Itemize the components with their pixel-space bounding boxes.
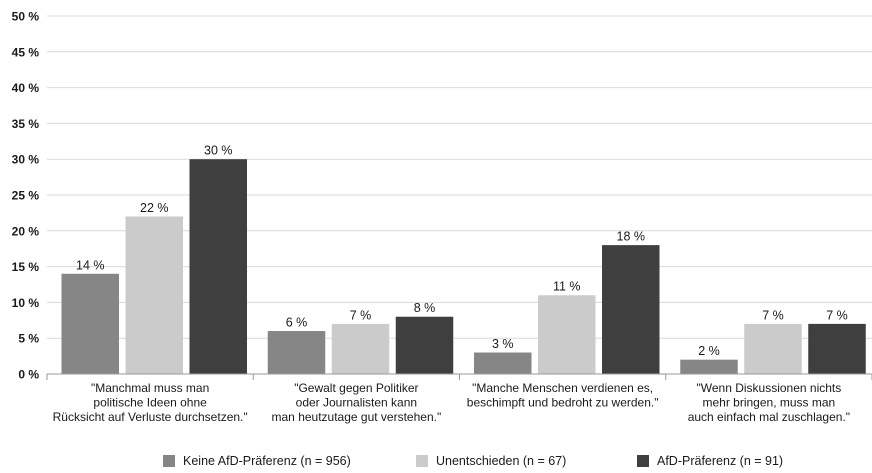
category-label-line: beschimpft und bedroht zu werden." bbox=[467, 396, 659, 410]
bar bbox=[538, 295, 596, 374]
y-tick-label: 5 % bbox=[18, 332, 39, 346]
legend-swatch bbox=[637, 455, 649, 467]
category-labels: "Manchmal muss man politische Ideen ohne R… bbox=[53, 381, 850, 424]
y-tick-label: 25 % bbox=[12, 189, 40, 203]
legend-label: AfD-Präferenz (n = 91) bbox=[657, 454, 783, 468]
y-tick-label: 35 % bbox=[12, 117, 40, 131]
bar bbox=[267, 331, 326, 374]
y-tick-label: 20 % bbox=[12, 224, 40, 238]
category-label: "Manchmal muss man politische Ideen ohne R… bbox=[53, 381, 248, 424]
y-tick-label: 15 % bbox=[12, 260, 40, 274]
data-label: 8 % bbox=[414, 301, 436, 315]
category-label-line: politische Ideen ohne bbox=[93, 396, 207, 410]
category-label-line: man heutzutage gut verstehen." bbox=[272, 410, 442, 424]
data-label: 22 % bbox=[140, 201, 169, 215]
category-label-line: Rücksicht auf Verluste durchsetzen." bbox=[53, 410, 248, 424]
legend-label: Unentschieden (n = 67) bbox=[436, 454, 566, 468]
category-label-line: auch einfach mal zuschlagen." bbox=[688, 410, 850, 424]
bar bbox=[602, 245, 660, 374]
y-tick-label: 50 % bbox=[12, 10, 40, 24]
category-label-line: "Gewalt gegen Politiker bbox=[294, 381, 418, 395]
gridlines bbox=[47, 15, 872, 339]
data-label: 18 % bbox=[617, 230, 646, 244]
category-label-line: "Wenn Diskussionen nichts bbox=[696, 381, 841, 395]
y-tick-label: 0 % bbox=[18, 368, 39, 382]
legend-swatch bbox=[163, 455, 175, 467]
y-axis-tick-labels: 0 % 5 % 10 % 15 % 20 % 25 % 30 % 35 % 40 % 45 % 50… bbox=[12, 10, 40, 382]
bar bbox=[808, 323, 866, 374]
legend: Keine AfD-Präferenz (n = 956) Unentschied… bbox=[163, 454, 783, 468]
category-label: "Wenn Diskussionen nichts mehr bringen, m… bbox=[688, 381, 850, 424]
bar bbox=[189, 159, 247, 374]
bar bbox=[474, 352, 532, 374]
category-label-line: "Manche Menschen verdienen es, bbox=[472, 381, 653, 395]
data-label: 11 % bbox=[553, 280, 581, 294]
x-axis bbox=[46, 373, 872, 380]
bar bbox=[744, 323, 802, 374]
category-label-line: "Manchmal muss man bbox=[91, 381, 209, 395]
category-label-line: mehr bringen, muss man bbox=[703, 396, 836, 410]
bar bbox=[395, 316, 454, 374]
data-label: 7 % bbox=[762, 308, 784, 322]
data-label: 14 % bbox=[76, 258, 105, 272]
y-tick-label: 30 % bbox=[12, 153, 40, 167]
category-label: "Gewalt gegen Politiker oder Journalisten… bbox=[272, 381, 442, 424]
bar bbox=[125, 216, 183, 374]
data-label: 7 % bbox=[826, 308, 848, 322]
bar bbox=[680, 359, 738, 374]
data-label: 6 % bbox=[286, 316, 308, 330]
data-label: 3 % bbox=[492, 337, 514, 351]
legend-label: Keine AfD-Präferenz (n = 956) bbox=[183, 454, 351, 468]
bar bbox=[61, 273, 119, 374]
data-label: 2 % bbox=[698, 344, 720, 358]
category-label: "Manche Menschen verdienen es, beschimpft… bbox=[467, 381, 659, 410]
data-label: 7 % bbox=[350, 308, 372, 322]
data-labels: 14 % 22 % 30 % 6 % 7 % 8 % 3 % 11 % 18 % 2 % 7 % 7 … bbox=[76, 144, 848, 358]
category-label-line: oder Journalisten kann bbox=[296, 396, 417, 410]
legend-swatch bbox=[416, 455, 428, 467]
y-tick-label: 10 % bbox=[12, 296, 40, 310]
y-tick-label: 40 % bbox=[12, 81, 40, 95]
data-label: 30 % bbox=[204, 144, 233, 158]
y-tick-label: 45 % bbox=[12, 45, 40, 59]
bar bbox=[331, 323, 390, 374]
bars bbox=[61, 159, 866, 374]
